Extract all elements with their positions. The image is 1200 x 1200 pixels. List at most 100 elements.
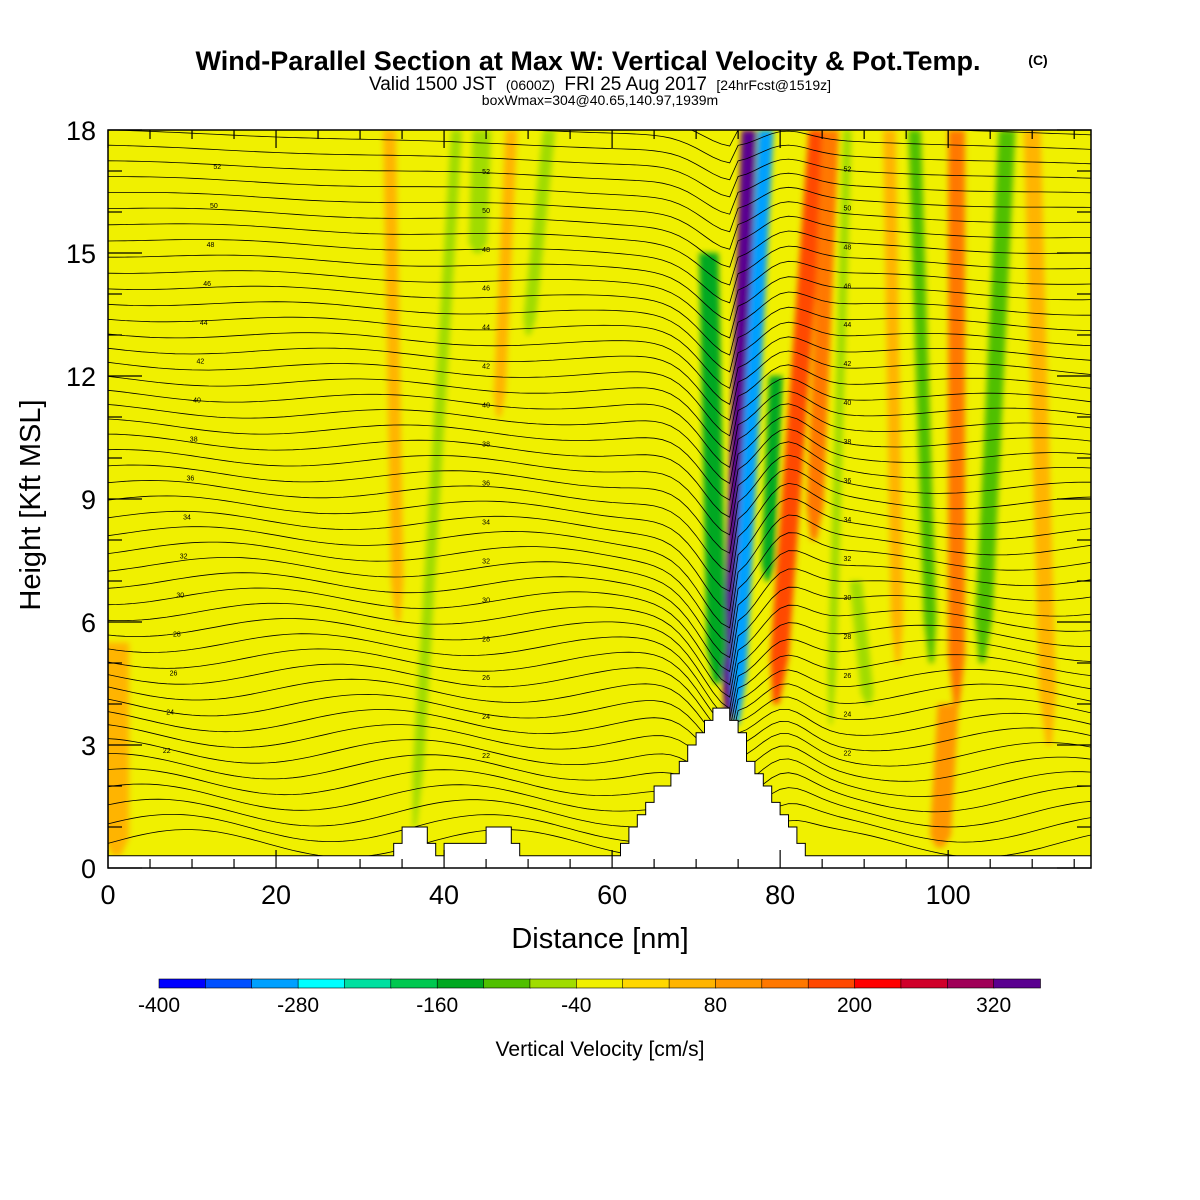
title-block: Wind-Parallel Section at Max W: Vertical… [196, 46, 1048, 108]
isentrope-line [108, 415, 1091, 501]
x-tick-label: 80 [765, 880, 795, 910]
isentrope-line [108, 532, 1091, 644]
isentrope-line [108, 648, 1091, 731]
colorbar-swatch [715, 978, 763, 989]
isentrope-line [108, 316, 1091, 389]
x-tick-label: 40 [429, 880, 459, 910]
isentrope-label: 38 [482, 442, 490, 449]
velocity-plume-orange-blob-w [108, 642, 129, 856]
isentrope-label: 46 [843, 283, 851, 290]
x-tick-label: 0 [100, 880, 115, 910]
axis-ticks [107, 129, 1091, 869]
colorbar-tick-label: -40 [561, 994, 591, 1017]
isentrope-line [108, 803, 1091, 868]
isentrope-line [108, 720, 1091, 781]
colorbar-swatch [854, 978, 902, 989]
isentrope-line [108, 787, 1091, 853]
velocity-plume-green-band-90 [849, 581, 874, 704]
y-tick-label: 18 [66, 116, 96, 146]
colorbar-swatch [946, 978, 995, 989]
colorbar-swatch [529, 978, 578, 989]
isentrope-label: 48 [482, 247, 490, 254]
isentrope-label: 26 [843, 673, 851, 680]
isentrope-label: 28 [482, 636, 490, 643]
valid-date: FRI 25 Aug 2017 [564, 74, 707, 95]
isentrope-label: 40 [482, 403, 490, 410]
velocity-plume-green-band-85 [827, 130, 852, 725]
isentrope-line [108, 709, 1091, 770]
isentrope-label: 28 [843, 634, 851, 641]
x-tick-label: 60 [597, 880, 627, 910]
isentrope-line [108, 239, 1091, 304]
isentrope-line [108, 375, 1091, 453]
colorbar-swatch [251, 978, 299, 989]
y-tick-label: 15 [66, 239, 96, 269]
isentrope-line [108, 482, 1091, 592]
colorbar-swatch [668, 978, 717, 989]
isentrope-line [519, 130, 1091, 164]
y-tick-label: 6 [81, 608, 96, 638]
plot-area: 52 52 52 50 50 50 48 48 48 46 46 46 44 44 44 42 42 42 40 40… [66, 116, 1092, 910]
isentrope-line [108, 468, 1091, 573]
isentrope-label: 44 [482, 325, 490, 332]
isentrope-label: 48 [207, 242, 215, 249]
contour-labels: 52 52 52 50 50 50 48 48 48 46 46 46 44 44 44 42 42 42 40 40… [163, 164, 851, 760]
isentrope-label: 42 [843, 361, 851, 368]
colorbar-tick-label: 200 [837, 994, 872, 1017]
isentrope-label: 42 [197, 359, 205, 366]
isentrope-line [108, 285, 1091, 356]
colorbar-swatch [344, 978, 392, 989]
y-tick-label: 9 [81, 485, 96, 515]
x-tick-label: 20 [261, 880, 291, 910]
isentrope-label: 32 [843, 556, 851, 563]
potential-temperature-contours [108, 130, 1091, 868]
isentrope-label: 52 [213, 164, 221, 171]
colorbar-swatch [622, 978, 670, 989]
colorbar-swatch [297, 978, 346, 989]
isentrope-label: 22 [482, 753, 490, 760]
isentrope-label: 34 [843, 517, 851, 524]
isentrope-label: 52 [482, 169, 490, 176]
colorbar-tick-label: -400 [138, 994, 180, 1017]
isentrope-line [108, 602, 1091, 698]
isentrope-line [108, 586, 1091, 686]
isentrope-label: 50 [482, 208, 490, 215]
isentrope-line [108, 144, 1091, 198]
colorbar-swatch [900, 978, 949, 989]
isentrope-label: 32 [482, 558, 490, 565]
isentrope-line [108, 745, 1091, 807]
isentrope-label: 22 [843, 751, 851, 758]
isentrope-line [108, 254, 1091, 322]
isentrope-label: 34 [183, 515, 191, 522]
colorbar-tick-label: -280 [277, 994, 319, 1017]
colorbar-label: Vertical Velocity [cm/s] [496, 1038, 705, 1061]
velocity-plume-orange-band-47 [493, 130, 518, 417]
isentrope-label: 52 [843, 166, 851, 173]
isentrope-line [108, 758, 1091, 821]
isentrope-line [108, 389, 1091, 468]
isentrope-label: 36 [843, 478, 851, 485]
velocity-plume-green-band-38 [412, 130, 463, 827]
isentrope-line [108, 130, 1091, 181]
isentrope-label: 44 [200, 320, 208, 327]
isentrope-line [108, 568, 1091, 673]
isentrope-line [108, 678, 1091, 750]
isentrope-label: 46 [203, 281, 211, 288]
colorbar-swatch [436, 978, 485, 989]
isentrope-label: 38 [190, 437, 198, 444]
y-tick-label: 0 [81, 854, 96, 884]
colorbar-swatch [993, 978, 1041, 989]
velocity-plume-main-downdraft [731, 130, 774, 725]
isentrope-line [108, 550, 1091, 659]
colorbar-swatch [807, 978, 856, 989]
isentrope-line [108, 428, 1091, 518]
chart-title: Wind-Parallel Section at Max W: Vertical… [196, 46, 981, 76]
colorbar-swatch [575, 978, 624, 989]
isentrope-label: 24 [843, 712, 851, 719]
x-axis-label: Distance [nm] [511, 923, 688, 955]
velocity-plume-green-band-52 [523, 130, 556, 335]
isentrope-line [108, 663, 1091, 740]
velocity-plume-updraft-east [770, 130, 828, 704]
